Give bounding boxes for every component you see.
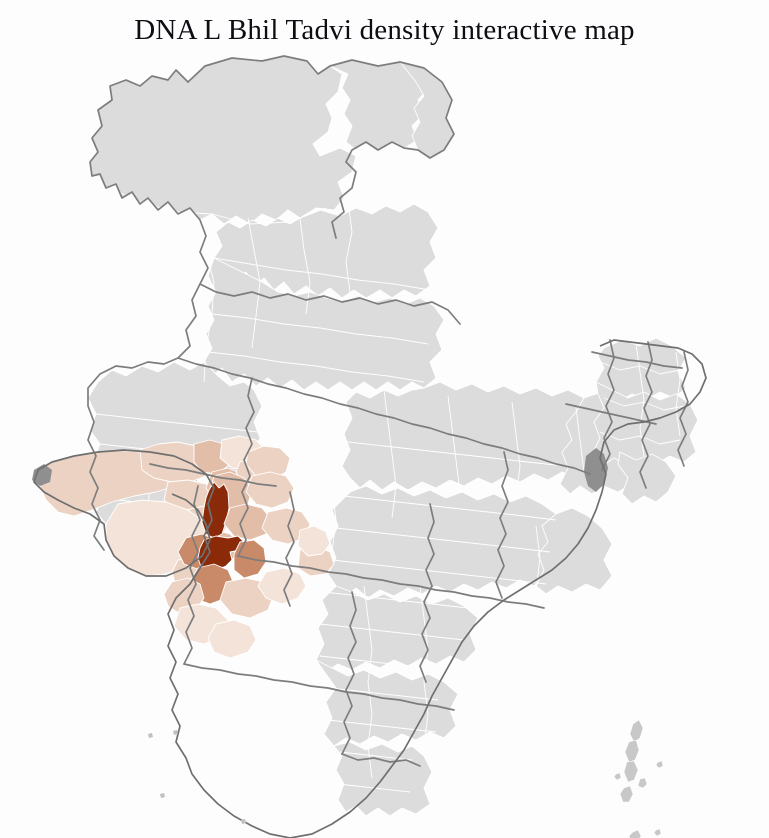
- island-lakshadweep-1: [148, 733, 153, 738]
- island-little-andaman: [619, 785, 634, 803]
- island-nicobar-small-4: [653, 828, 662, 837]
- region-jhabua[interactable]: [201, 481, 230, 539]
- andaman-nicobar-islands: [613, 719, 664, 838]
- district-region: [315, 659, 459, 747]
- district-region: [213, 203, 439, 299]
- state-borders: [87, 55, 689, 767]
- choropleth-districts[interactable]: [37, 435, 335, 659]
- island-car-nicobar: [637, 777, 648, 789]
- island-south-andaman: [623, 760, 639, 783]
- region-satara[interactable]: [207, 619, 257, 659]
- district-region: [327, 485, 557, 599]
- district-region: [535, 507, 613, 595]
- patch-sundarbans: [584, 448, 608, 492]
- region-khargone[interactable]: [223, 503, 273, 541]
- island-middle-andaman: [624, 739, 640, 763]
- district-region: [617, 451, 677, 505]
- island-lakshadweep-2: [173, 730, 178, 735]
- district-region: [595, 337, 687, 403]
- island-nicobar-small-1: [655, 760, 664, 769]
- island-north-andaman: [629, 719, 644, 743]
- patch-kutch-tip: [32, 464, 52, 486]
- island-lakshadweep-3: [160, 793, 165, 798]
- region-buldhana[interactable]: [257, 567, 307, 605]
- page-title: DNA L Bhil Tadvi density interactive map: [134, 14, 635, 46]
- district-region: [315, 585, 479, 673]
- map-base-layer: [32, 55, 707, 838]
- island-great-nicobar: [628, 829, 642, 838]
- dark-gray-patches: [32, 448, 608, 492]
- lakshadweep-islands: [148, 730, 246, 824]
- district-region: [591, 381, 699, 467]
- region-indore[interactable]: [245, 471, 295, 509]
- island-lakshadweep-4: [241, 819, 246, 824]
- island-nicobar-small-2: [613, 772, 622, 781]
- district-region: [341, 381, 599, 491]
- region-amravati[interactable]: [297, 525, 331, 557]
- coastline: [33, 339, 707, 838]
- india-choropleth-map[interactable]: [0, 52, 769, 838]
- region-ratlam[interactable]: [245, 445, 291, 481]
- no-data-districts: [87, 55, 699, 817]
